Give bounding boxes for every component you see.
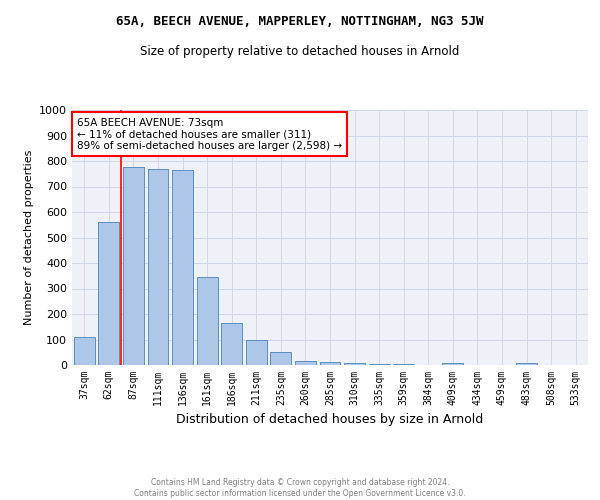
- Bar: [344, 363, 365, 365]
- Bar: [246, 340, 267, 365]
- Y-axis label: Number of detached properties: Number of detached properties: [23, 150, 34, 325]
- Bar: [221, 323, 242, 365]
- Bar: [368, 364, 389, 365]
- Bar: [123, 168, 144, 365]
- Bar: [295, 361, 316, 365]
- Bar: [98, 222, 119, 365]
- Bar: [197, 277, 218, 365]
- X-axis label: Distribution of detached houses by size in Arnold: Distribution of detached houses by size …: [176, 414, 484, 426]
- Bar: [74, 337, 95, 365]
- Bar: [271, 352, 292, 365]
- Bar: [172, 170, 193, 365]
- Text: 65A BEECH AVENUE: 73sqm
← 11% of detached houses are smaller (311)
89% of semi-d: 65A BEECH AVENUE: 73sqm ← 11% of detache…: [77, 118, 342, 151]
- Bar: [516, 363, 537, 365]
- Bar: [320, 362, 340, 365]
- Text: Size of property relative to detached houses in Arnold: Size of property relative to detached ho…: [140, 45, 460, 58]
- Text: Contains HM Land Registry data © Crown copyright and database right 2024.
Contai: Contains HM Land Registry data © Crown c…: [134, 478, 466, 498]
- Text: 65A, BEECH AVENUE, MAPPERLEY, NOTTINGHAM, NG3 5JW: 65A, BEECH AVENUE, MAPPERLEY, NOTTINGHAM…: [116, 15, 484, 28]
- Bar: [148, 168, 169, 365]
- Bar: [393, 364, 414, 365]
- Bar: [442, 363, 463, 365]
